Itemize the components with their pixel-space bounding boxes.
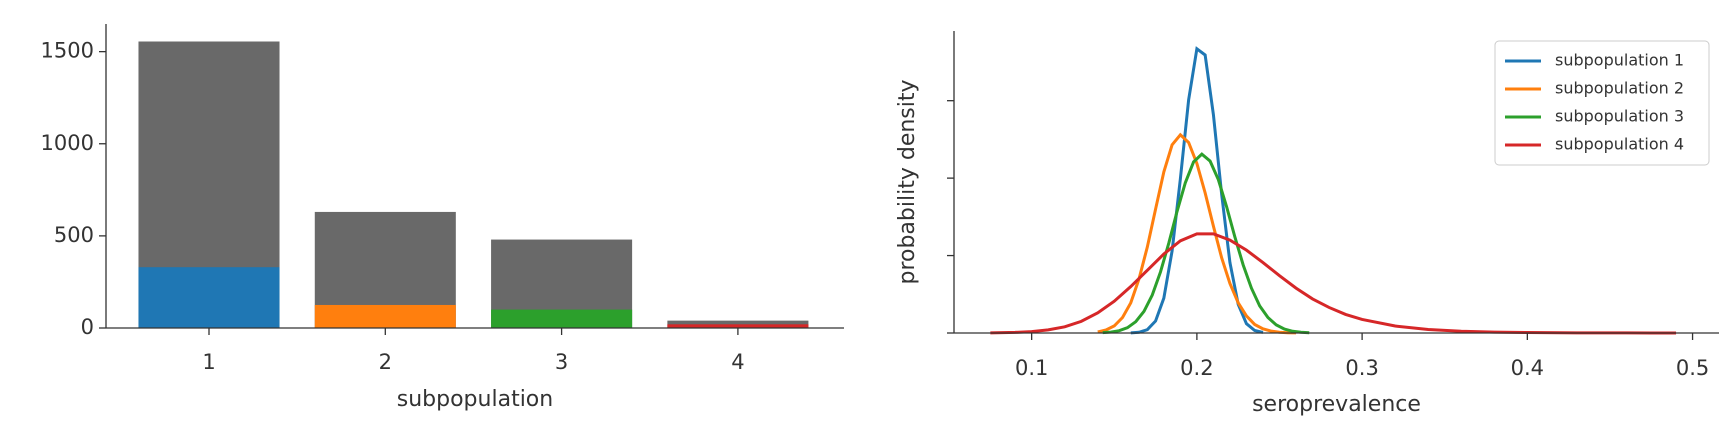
x-axis-label: subpopulation [397, 387, 553, 412]
x-tick-label: 2 [379, 350, 392, 374]
x-tick-label: 1 [202, 350, 215, 374]
density-line [990, 232, 1677, 335]
x-tick-label: 0.3 [1345, 356, 1378, 380]
legend-label: subpopulation 1 [1555, 51, 1684, 70]
density-line [1102, 152, 1310, 335]
x-tick-label: 0.4 [1511, 356, 1544, 380]
y-tick-label: 1000 [41, 131, 94, 155]
legend-label: subpopulation 3 [1555, 107, 1684, 126]
bar [667, 324, 809, 328]
y-tick-label: 500 [54, 223, 94, 247]
x-tick-label: 0.1 [1015, 356, 1048, 380]
y-tick-label: 0 [81, 315, 94, 339]
legend-label: subpopulation 4 [1555, 135, 1684, 154]
bar [314, 304, 456, 328]
x-tick-label: 4 [731, 350, 744, 374]
y-axis-label: probability density [895, 79, 920, 284]
legend-box [1494, 40, 1710, 166]
x-tick-label: 3 [555, 350, 568, 374]
x-axis-label: seroprevalence [1252, 392, 1421, 417]
bar [491, 309, 633, 328]
y-tick-label: 1500 [41, 39, 94, 63]
bar [138, 267, 280, 328]
legend-label: subpopulation 2 [1555, 79, 1684, 98]
density-line [1130, 46, 1264, 335]
x-tick-label: 0.5 [1676, 356, 1709, 380]
x-tick-label: 0.2 [1180, 356, 1213, 380]
density-line [1097, 132, 1297, 335]
